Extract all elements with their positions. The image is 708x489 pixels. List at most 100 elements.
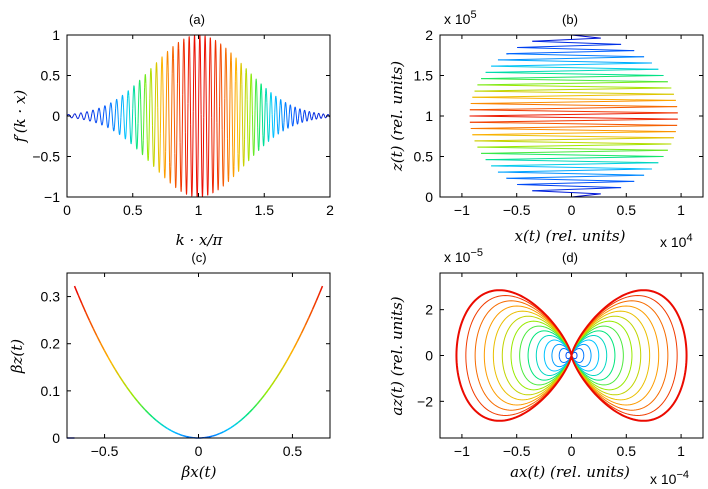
panel-a-line-segment [171,46,175,74]
panel-d-loop [455,289,688,422]
panel-a-line-segment [296,118,299,125]
panel-a-title: (a) [189,12,205,27]
panel-a-line-segment [92,110,96,118]
panel-b-zigzag-left [469,121,678,126]
panel-a-line-segment [138,79,142,100]
panel-a-line-segment [211,117,214,194]
panel-d-x-multiplier: x 10−4 [650,469,689,487]
panel-a-line-segment [169,162,172,184]
panel-b-zigzag-left [474,140,672,145]
panel-d-ylabel: az(t) (rel. units) [388,296,406,415]
panel-a-line-segment [208,37,211,117]
panel-c-line-segment [118,375,124,382]
panel-c-line-segment [125,386,131,393]
panel-d-xlabel: ax(t) (rel. units) [510,463,630,481]
panel-c-line-segment [282,361,288,369]
panel-d-loop [474,300,669,411]
panel-a-line-segment [184,132,188,195]
panel-a-line-segment [269,92,272,124]
panel-a-line-segment [276,123,280,135]
panel-a-line-segment [190,124,193,197]
panel-a-line-segment [319,114,322,119]
panel-a-line-segment [148,98,151,156]
panel-d-loop [501,315,642,396]
panel-a-line-segment [128,95,131,130]
panel-c-line-segment [208,435,213,438]
panel-b-zigzag-right [472,93,674,98]
panel-b-xtick-label: −0.5 [503,202,531,218]
panel-a-line-segment [165,65,168,152]
panel-c-line-segment [293,340,299,349]
panel-b-zigzag-right [491,62,652,67]
panel-a-line-segment [167,72,171,163]
panel-c-line-segment [226,427,232,431]
panel-a-line-segment [204,35,207,115]
panel-b-zigzag-right [491,162,659,167]
panel-a-line-segment [198,34,201,117]
panel-d-loop [558,348,585,363]
panel-b-zigzag-right [469,106,678,111]
panel-a-ylabel: f′(k · x) [11,90,29,144]
panel-c-line-segment [152,416,157,422]
panel-a-line-segment [315,117,318,120]
panel-a-line-segment [262,135,265,147]
panel-c-line-segment [174,431,179,435]
panel-c-line-segment [234,421,239,426]
panel-a-line-segment [212,112,215,194]
panel-a-line-segment [102,111,105,124]
panel-d-y-mult-exp: −5 [470,247,483,259]
panel-a-line-segment [200,114,203,197]
panel-a-line-segment [220,44,223,130]
panel-a-line-segment [105,116,109,128]
panel-d-ytick-label: 0 [425,348,433,364]
panel-b-zigzag-left [532,190,601,195]
panel-a-line-segment [82,117,85,121]
panel-b-zigzag-right [485,156,664,161]
panel-a-line-segment [170,73,173,167]
panel-c-line-segment [259,394,265,401]
panel-a-line-segment [249,74,252,125]
panel-b-zigzag-left [472,96,676,101]
panel-b-zigzag-left [481,78,668,83]
panel-a-series [66,34,331,198]
panel-b-zigzag-right [470,99,676,105]
panel-a-line-segment [286,113,289,129]
panel-c-line-segment [163,425,168,430]
panel-a-line-segment [320,116,323,119]
panel-b-zigzag-right [472,131,676,136]
panel-a-line-segment [129,129,132,145]
panel-d-loop [519,325,624,386]
panel-a-line-segment [191,111,194,196]
panel-a-line-segment [112,126,115,132]
panel-b-zigzag-left [491,65,659,70]
panel-a-line-segment [140,99,143,149]
panel-a-line-segment [95,117,98,124]
panel-c-line-segment [319,285,324,293]
panel-a-line-segment [166,50,169,73]
panel-b-zigzag-right [474,137,674,142]
panel-a-line-segment [250,73,253,115]
panel-d-loop [483,305,660,406]
panel-b-zigzag-left [477,84,672,89]
panel-a-ytick-label: −0.5 [32,149,60,165]
panel-a-line-segment [222,98,226,185]
panel-a-line-segment [133,85,136,117]
panel-b-title: (b) [562,12,578,27]
panel-c-line-segment [297,332,303,342]
panel-d-loop [535,335,608,376]
panel-a-line-segment [237,153,240,172]
panel-c-line-segment [237,418,243,424]
panel-a-line-segment [278,105,281,132]
panel-b-zigzag-left [474,90,674,95]
panel-c-line-segment [77,294,83,305]
panel-a-line-segment [151,125,155,167]
panel-a-xtick-label: 0 [63,202,71,218]
panel-b-ytick-label: 2 [425,27,433,43]
panel-a-line-segment [186,103,189,194]
panel-a-line-segment [303,109,306,115]
panel-a-line-segment [81,113,84,118]
panel-c-line-segment [133,396,139,402]
panel-b-zigzag-right [517,43,622,48]
panel-b-y-multiplier: x 105 [444,9,477,27]
